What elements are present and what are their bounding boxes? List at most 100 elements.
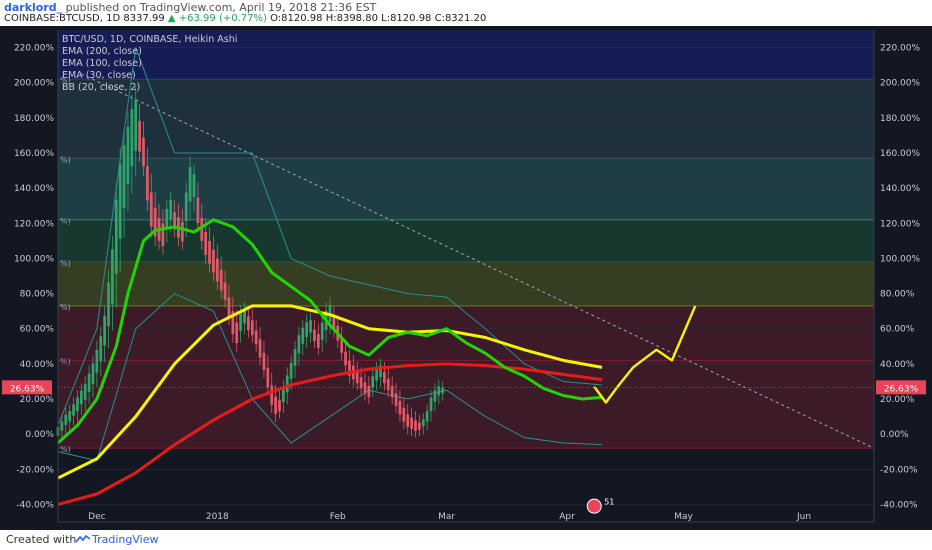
- candle-body: [184, 192, 188, 222]
- candle-body: [316, 333, 320, 348]
- y-tick-label-left: -40.00%: [16, 500, 54, 510]
- candle-body: [200, 218, 204, 241]
- candle-body: [68, 411, 72, 422]
- candle-body: [371, 376, 375, 388]
- candle-body: [402, 407, 406, 422]
- y-tick-label-right: 20.00%: [880, 395, 915, 405]
- candle-body: [72, 404, 75, 416]
- candle-body: [313, 329, 316, 342]
- y-tick-label-left: 160.00%: [14, 149, 54, 159]
- candle-body: [76, 397, 79, 412]
- y-tick-label-right: 40.00%: [880, 360, 915, 370]
- candle-body: [91, 363, 95, 385]
- y-tick-label-right: 60.00%: [880, 325, 915, 335]
- candle-body: [208, 240, 211, 264]
- bb-lower-line: [57, 292, 603, 462]
- candle-body: [130, 109, 134, 167]
- y-tick-label-right: 120.00%: [880, 219, 920, 229]
- candle-body: [320, 322, 324, 340]
- candle-body: [379, 365, 382, 378]
- candle-body: [289, 362, 293, 379]
- candle-body: [254, 330, 258, 345]
- y-tick-label-right: 180.00%: [880, 114, 920, 124]
- candle-body: [367, 385, 371, 398]
- y-tick-label-left: 20.00%: [20, 395, 55, 405]
- ohlc-values: O:8120.98 H:8398.80 L:8120.98 C:8321.20: [270, 13, 487, 24]
- series-ema200: [57, 362, 603, 506]
- candles: [56, 86, 445, 445]
- candle-body: [161, 223, 165, 247]
- candle-body: [235, 322, 239, 344]
- candle-body: [266, 367, 270, 388]
- bollinger-bands: [57, 47, 603, 462]
- candle-body: [441, 387, 445, 394]
- candle-body: [305, 322, 309, 338]
- event-bubble: [586, 498, 602, 514]
- candle-body: [169, 199, 173, 220]
- price-change: ▲ +63.99 (+0.77%): [167, 13, 267, 24]
- candle-body: [212, 249, 215, 273]
- candle-body: [425, 411, 429, 422]
- legend-ema200: EMA (200, close): [62, 46, 142, 57]
- y-tick-label-right: 220.00%: [880, 44, 920, 54]
- footer: Created with TradingView: [0, 530, 932, 550]
- candle-body: [247, 316, 250, 331]
- candle-body: [437, 386, 441, 396]
- y-tick-label-left: 140.00%: [14, 184, 54, 194]
- fib-level-label: %): [60, 259, 71, 268]
- fib-band-top: [58, 30, 874, 80]
- last-price: 8337.99: [123, 13, 165, 24]
- candle-body: [375, 369, 378, 381]
- candle-body: [223, 282, 227, 300]
- y-tick-label-left: 220.00%: [14, 44, 54, 54]
- y-tick-label-right: 140.00%: [880, 184, 920, 194]
- candle-body: [153, 207, 157, 237]
- candle-body: [359, 377, 363, 389]
- candle-body: [348, 360, 351, 376]
- published-text: published on TradingView.com, April 19, …: [65, 1, 377, 14]
- candle-body: [126, 126, 130, 184]
- candle-body: [111, 249, 114, 305]
- candle-body: [398, 400, 402, 415]
- candle-body: [99, 336, 103, 362]
- candle-body: [278, 399, 281, 412]
- chart-header: darklord_ published on TradingView.com, …: [0, 0, 932, 26]
- y-tick-label-right: 200.00%: [880, 79, 920, 89]
- candle-body: [87, 373, 91, 392]
- candle-body: [146, 166, 149, 201]
- candle-body: [258, 339, 262, 358]
- x-tick-label: Apr: [559, 512, 575, 522]
- x-tick-label: Jun: [796, 512, 811, 522]
- fib-band: [58, 219, 874, 262]
- candle-body: [114, 199, 118, 274]
- y-tick-label-right: 0.00%: [880, 430, 909, 440]
- candle-body: [188, 167, 192, 202]
- chart-area[interactable]: %)%)%)%)%)%)%) -40.00% -40.00% -20.00% -20.…: [0, 26, 932, 530]
- author-link[interactable]: darklord_: [4, 1, 63, 14]
- fib-band: [58, 158, 874, 220]
- candle-body: [309, 320, 312, 333]
- x-tick-label: Dec: [88, 512, 105, 522]
- current-value-tag-left: [2, 380, 52, 395]
- candle-body: [293, 348, 297, 367]
- candle-body: [383, 371, 386, 384]
- tradingview-brand-link[interactable]: TradingView: [92, 533, 159, 546]
- candle-body: [355, 371, 359, 384]
- tradingview-logo-icon: [76, 535, 90, 543]
- y-tick-label-right: 160.00%: [880, 149, 920, 159]
- series-ema100: [57, 304, 603, 480]
- candle-body: [332, 316, 336, 331]
- y-tick-label-left: 0.00%: [25, 430, 54, 440]
- candle-body: [231, 311, 235, 334]
- y-tick-label-left: 120.00%: [14, 219, 54, 229]
- fib-level-label: %): [60, 357, 71, 366]
- series-projection: [593, 305, 697, 404]
- candle-body: [340, 337, 344, 353]
- candle-body: [390, 385, 394, 398]
- current-value-label-left: 26.63%: [10, 384, 45, 394]
- y-tick-label-right: 80.00%: [880, 290, 915, 300]
- candle-body: [421, 419, 425, 427]
- candle-body: [227, 297, 231, 317]
- price-chart[interactable]: %)%)%)%)%)%)%) -40.00% -40.00% -20.00% -20.…: [0, 26, 932, 530]
- axes: -40.00% -40.00% -20.00% -20.00% 0.00% 0.00% 20…: [14, 30, 920, 523]
